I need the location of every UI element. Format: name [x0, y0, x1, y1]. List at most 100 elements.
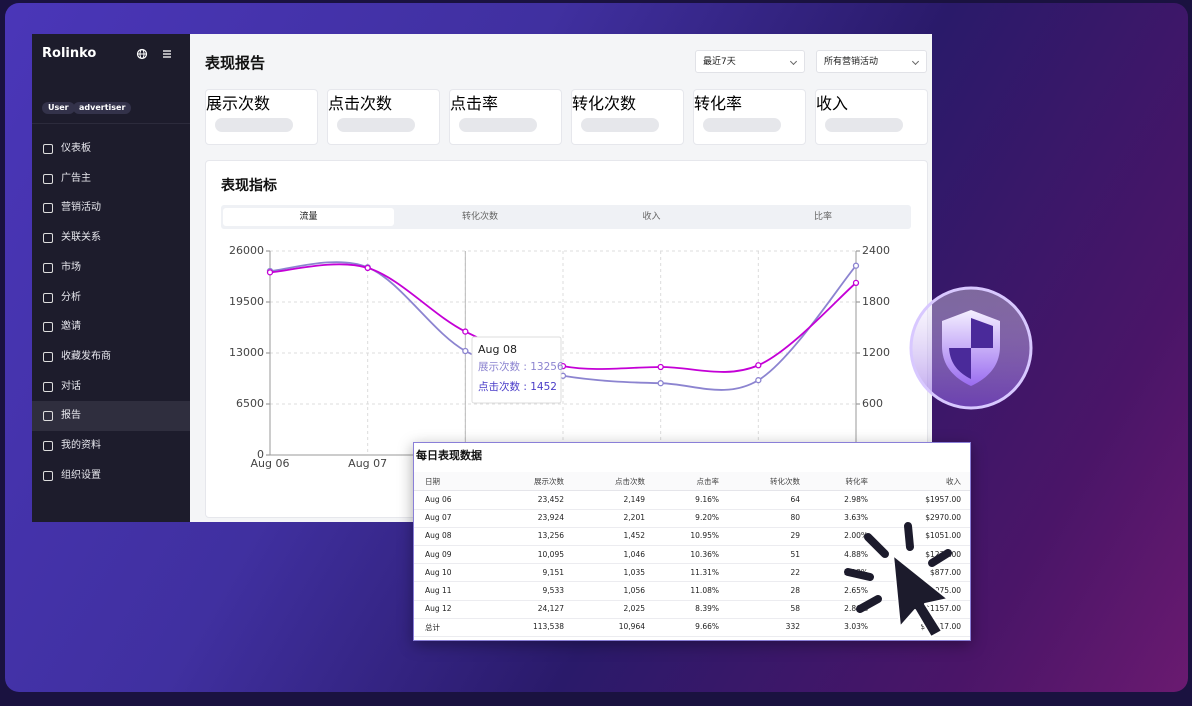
data-point: [462, 328, 469, 335]
table-cell: 10.95%: [690, 531, 719, 541]
table-cell: 4.88%: [844, 549, 868, 559]
menu-label: 关联关系: [61, 232, 101, 244]
data-point: [364, 264, 371, 272]
menu-label: 营销活动: [61, 202, 101, 214]
data-point: [462, 347, 469, 355]
menu-label: 仪表板: [61, 143, 91, 154]
data-point: [852, 262, 860, 269]
menu-icon: [43, 351, 53, 362]
menu-label: 市场: [61, 261, 81, 273]
menu-item[interactable]: 组织设置: [32, 461, 190, 491]
stat-card: 点击率: [449, 89, 562, 145]
table-cell: $1075.00: [925, 586, 961, 595]
table-cell: 2,201: [623, 513, 645, 523]
menu-icon: [43, 322, 53, 333]
menu-item[interactable]: 关联关系: [32, 223, 190, 253]
brand: Rolinko: [42, 46, 97, 61]
menu-label: 组织设置: [61, 469, 101, 481]
row-divider: [414, 563, 970, 565]
table-cell: 9.66%: [695, 622, 719, 632]
table-cell: 9,533: [542, 586, 564, 595]
table-cell: 2.00%: [844, 531, 868, 541]
menu-item[interactable]: 邀请: [32, 312, 190, 342]
tab[interactable]: 比率: [813, 212, 832, 222]
menu-item[interactable]: 营销活动: [32, 193, 190, 223]
table-cell: 9,151: [542, 567, 564, 577]
table-header-row: [414, 472, 970, 491]
table-cell: 58: [790, 604, 800, 614]
data-table: 每日表现数据 日期 展示次数 点击次数 点击率 转化次数 转化率 收入 Aug 06 23,45…: [413, 442, 971, 641]
menu-icon: [43, 470, 53, 481]
menu-item[interactable]: 收藏发布商: [32, 342, 190, 372]
y2-tick-label: 2400: [862, 244, 890, 257]
table-cell: 23,452: [537, 495, 564, 504]
tooltip-box: [471, 336, 562, 404]
menu-icon: [43, 173, 53, 184]
header-icons: [136, 48, 171, 60]
table-cell: 1,035: [623, 567, 645, 577]
filter-dropdown[interactable]: 所有营销活动: [816, 50, 927, 73]
table-cell: 日期: [425, 477, 440, 486]
table-cell: 10,095: [537, 549, 564, 559]
menu-item[interactable]: 仪表板: [32, 134, 190, 164]
table-cell: $1957.00: [925, 495, 961, 504]
data-point: [755, 377, 762, 384]
table-cell: 80: [790, 513, 800, 523]
menu-icon: [43, 292, 53, 303]
stat-label: 转化次数: [572, 94, 637, 113]
role-badge: advertiser: [73, 102, 132, 114]
stat-label: 点击率: [450, 94, 499, 113]
table-cell: 9.20%: [695, 513, 719, 523]
menu-label: 报告: [61, 410, 81, 422]
cursor-icon: [844, 522, 952, 638]
table-cell: $1157.00: [925, 604, 961, 614]
menu-item[interactable]: 报告: [32, 401, 190, 432]
x-tick-label: Aug 06: [251, 457, 290, 470]
menu-label: 对话: [61, 380, 81, 392]
stat-label: 转化率: [694, 94, 743, 113]
table-cell: Aug 11: [425, 586, 452, 595]
y2-tick-label: 1800: [862, 295, 890, 308]
menu-item[interactable]: 广告主: [32, 164, 190, 194]
row-divider: [414, 581, 970, 583]
table-cell: 113,538: [532, 622, 564, 632]
table-cell: $2970.00: [925, 513, 961, 523]
menu-icon: [43, 203, 53, 214]
menu-icon: [43, 441, 53, 451]
y-tick-label: 13000: [229, 346, 264, 359]
table-cell: 2.65%: [844, 586, 868, 595]
table-cell: 点击率: [696, 477, 720, 486]
divider: [32, 123, 190, 124]
table-cell: 24,127: [537, 604, 564, 614]
tooltip-title: Aug 08: [478, 343, 517, 356]
stat-card: 收入: [815, 89, 928, 145]
menu-label: 邀请: [61, 321, 81, 333]
tab[interactable]: 转化次数: [461, 212, 498, 222]
table-cell: 1,046: [623, 549, 645, 559]
y-tick-label: 0: [257, 448, 264, 461]
menu-item[interactable]: 我的资料: [32, 431, 190, 461]
menu-icon: [43, 381, 53, 392]
table-cell: 3.63%: [844, 513, 868, 523]
table-cell: Aug 10: [425, 567, 452, 577]
table-cell: 11.08%: [690, 586, 719, 595]
tab[interactable]: 收入: [642, 212, 661, 222]
table-cell: $1051.00: [925, 531, 961, 541]
table-cell: 22: [790, 567, 800, 577]
menu-item[interactable]: 市场: [32, 253, 190, 283]
sidebar: Rolinko User advertiser 仪表板广告主营销活动关联关系市场分析…: [32, 34, 190, 522]
menu-item[interactable]: 对话: [32, 372, 190, 402]
table-cell: Aug 06: [425, 495, 452, 504]
table-cell: 332: [785, 622, 800, 632]
role-badge: User: [42, 102, 75, 114]
table-cell: 51: [790, 549, 800, 559]
filter-dropdown[interactable]: 最近7天: [695, 50, 805, 73]
panel-title: 表现指标: [221, 178, 277, 194]
table-cell: 29: [790, 531, 800, 541]
menu-label: 收藏发布商: [61, 350, 111, 362]
menu-item[interactable]: 分析: [32, 283, 190, 313]
y-tick-label: 26000: [229, 244, 264, 257]
table-cell: 转化率: [845, 477, 869, 486]
tab[interactable]: 流量: [223, 208, 394, 226]
